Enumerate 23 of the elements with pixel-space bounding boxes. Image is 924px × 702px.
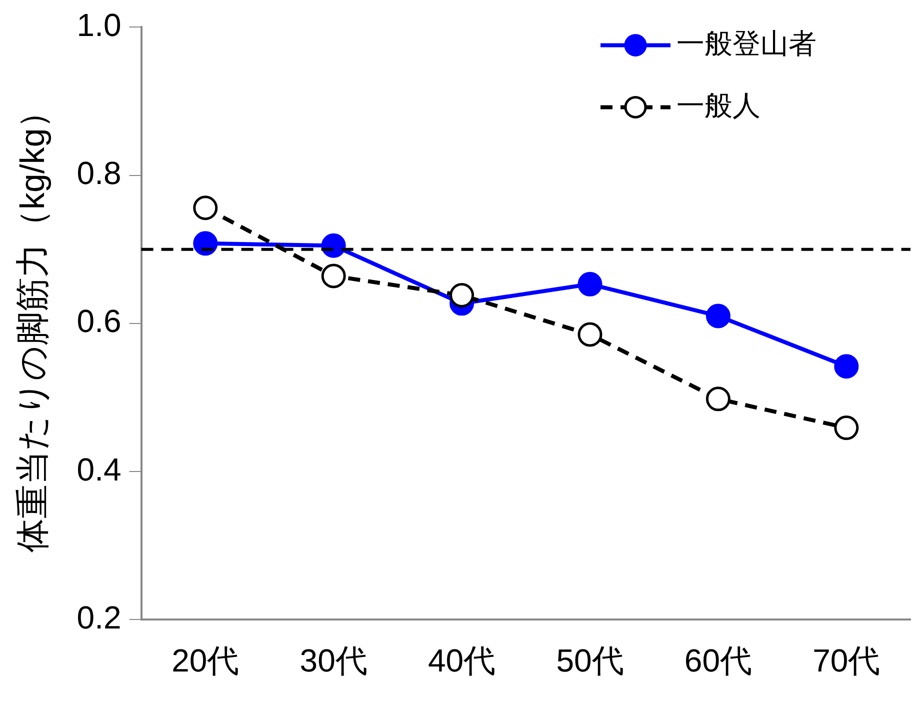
y-tick-label: 0.8 <box>76 155 122 192</box>
point <box>450 283 474 308</box>
point <box>834 416 859 440</box>
point <box>578 272 602 296</box>
x-tick-label: 40代 <box>428 642 496 679</box>
y-tick-label: 0.4 <box>76 451 122 488</box>
y-tick-label: 0.2 <box>76 599 122 636</box>
x-tick-label: 30代 <box>300 642 368 679</box>
x-tick-label: 60代 <box>684 642 752 679</box>
legend-label: 一般人 <box>676 90 760 121</box>
point <box>834 354 859 379</box>
x-tick-label: 20代 <box>172 642 240 679</box>
point <box>321 264 346 288</box>
x-tick-label: 70代 <box>812 642 880 679</box>
legend-label: 一般登山者 <box>676 28 816 59</box>
y-tick-label: 0.6 <box>76 303 122 340</box>
point <box>706 386 730 412</box>
point <box>578 322 602 347</box>
point <box>193 196 218 220</box>
x-tick-label: 50代 <box>556 642 624 679</box>
point <box>706 304 730 328</box>
y-tick-label: 1.0 <box>76 7 122 44</box>
y-axis-title: 体重当たりの脚筋力（kg/kg） <box>14 94 52 553</box>
